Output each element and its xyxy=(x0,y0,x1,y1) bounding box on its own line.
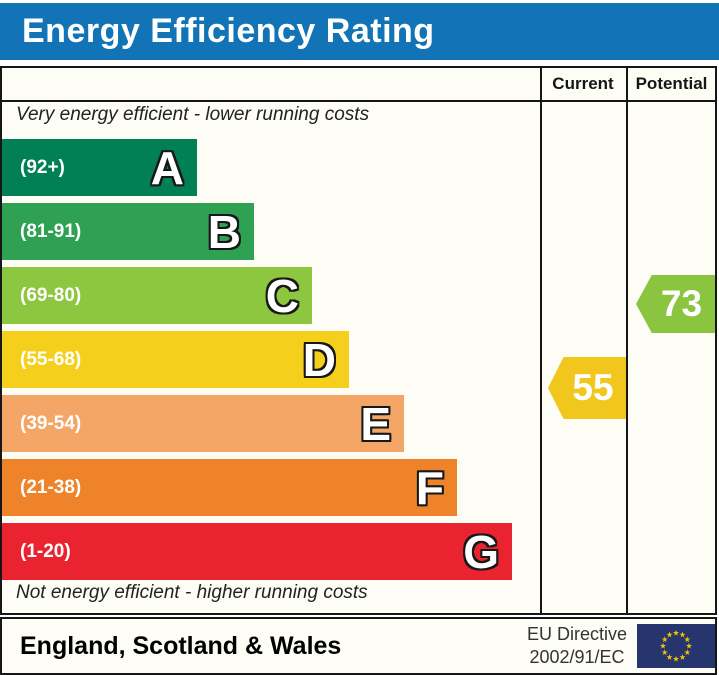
band-a: (92+) A xyxy=(2,139,197,196)
band-f: (21-38) F xyxy=(2,459,457,516)
page-title: Energy Efficiency Rating xyxy=(22,12,435,50)
band-letter: D xyxy=(302,333,336,386)
band-letter: F xyxy=(415,461,444,514)
band-letter: C xyxy=(265,269,299,322)
region-label: England, Scotland & Wales xyxy=(20,631,342,660)
eu-directive-line1: EU Directive xyxy=(526,623,627,644)
eu-directive-label: EU Directive 2002/91/EC xyxy=(527,623,627,670)
current-column-divider xyxy=(540,68,542,613)
current-rating-value: 55 xyxy=(572,367,614,408)
band-d: (55-68) D xyxy=(2,331,349,388)
current-marker: 55 xyxy=(548,357,626,419)
band-b: (81-91) B xyxy=(2,203,254,260)
potential-marker: 73 xyxy=(636,275,715,333)
eu-flag-icon xyxy=(637,624,715,668)
band-range: (21-38) xyxy=(20,476,82,498)
header-row-divider xyxy=(2,100,715,102)
current-column-header: Current xyxy=(552,74,614,93)
band-range: (92+) xyxy=(20,156,65,178)
bottom-note: Not energy efficient - higher running co… xyxy=(16,582,368,603)
band-range: (55-68) xyxy=(20,348,82,370)
top-note: Very energy efficient - lower running co… xyxy=(16,104,370,125)
band-range: (81-91) xyxy=(20,220,82,242)
band-e: (39-54) E xyxy=(2,395,404,452)
band-c: (69-80) C xyxy=(2,267,312,324)
band-letter: G xyxy=(463,525,499,578)
band-range: (1-20) xyxy=(20,540,71,562)
potential-rating-value: 73 xyxy=(660,283,703,324)
band-range: (69-80) xyxy=(20,284,82,306)
title-bar: Energy Efficiency Rating xyxy=(0,3,719,60)
band-letter: B xyxy=(207,205,241,258)
band-letter: E xyxy=(360,397,391,450)
rating-table: Current Potential Very energy efficient … xyxy=(0,66,717,615)
footer: England, Scotland & Wales EU Directive 2… xyxy=(0,617,717,675)
rating-bands: (92+) A (81-91) B (69-80) C (55-68) D (3… xyxy=(2,139,512,587)
eu-directive-line2: 2002/91/EC xyxy=(529,647,625,667)
potential-column-header: Potential xyxy=(635,74,708,93)
band-range: (39-54) xyxy=(20,412,82,434)
band-g: (1-20) G xyxy=(2,523,512,580)
band-letter: A xyxy=(150,141,184,194)
potential-column-divider xyxy=(626,68,628,613)
